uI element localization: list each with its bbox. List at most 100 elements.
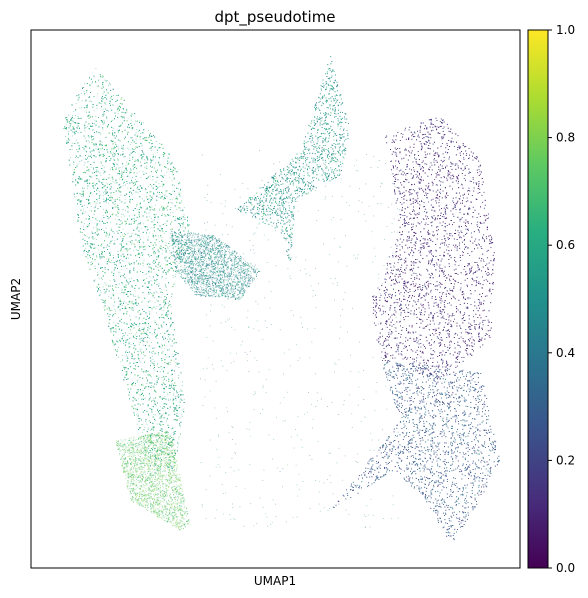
- scatter-point: [124, 215, 126, 217]
- scatter-point: [166, 171, 168, 173]
- scatter-point: [105, 145, 107, 146]
- scatter-point: [156, 312, 157, 314]
- scatter-point: [146, 331, 148, 333]
- scatter-point: [118, 271, 119, 273]
- scatter-point: [150, 158, 151, 160]
- scatter-point: [84, 162, 86, 164]
- scatter-point: [93, 154, 94, 156]
- scatter-point: [155, 400, 157, 402]
- scatter-point: [126, 108, 127, 110]
- scatter-point: [105, 215, 107, 217]
- scatter-point: [171, 180, 173, 182]
- scatter-point: [150, 351, 152, 353]
- scatter-point: [127, 187, 129, 189]
- scatter-point: [159, 261, 161, 263]
- scatter-point: [96, 107, 98, 109]
- scatter-point: [149, 328, 151, 330]
- scatter-point: [142, 223, 144, 225]
- scatter-point: [135, 166, 136, 168]
- scatter-point: [158, 282, 160, 284]
- scatter-point: [103, 79, 105, 81]
- scatter-point: [126, 251, 128, 253]
- scatter-point: [162, 185, 163, 187]
- scatter-point: [180, 389, 182, 391]
- scatter-point: [181, 210, 183, 212]
- scatter-point: [83, 226, 85, 228]
- scatter-point: [155, 414, 157, 416]
- scatter-point: [163, 403, 165, 405]
- scatter-point: [86, 91, 87, 93]
- scatter-point: [151, 333, 153, 335]
- scatter-point: [150, 217, 152, 219]
- scatter-point: [162, 310, 164, 312]
- scatter-point: [132, 193, 134, 195]
- scatter-point: [103, 166, 105, 168]
- scatter-point: [166, 420, 167, 422]
- scatter-point: [156, 335, 158, 337]
- scatter-point: [148, 270, 150, 272]
- scatter-point: [157, 267, 159, 269]
- scatter-point: [84, 150, 86, 152]
- scatter-point: [91, 83, 93, 85]
- scatter-point: [130, 142, 132, 144]
- scatter-points: [63, 56, 500, 541]
- scatter-point: [113, 156, 115, 157]
- scatter-point: [87, 223, 89, 225]
- scatter-point: [77, 199, 79, 200]
- scatter-point: [169, 199, 171, 200]
- scatter-point: [184, 219, 186, 220]
- scatter-point: [95, 174, 97, 176]
- scatter-point: [131, 406, 133, 408]
- scatter-point: [72, 142, 74, 144]
- scatter-point: [103, 172, 104, 174]
- cluster-left-upper-lobe: [63, 68, 190, 471]
- scatter-point: [148, 325, 150, 327]
- scatter-point: [169, 462, 171, 464]
- scatter-point: [119, 108, 121, 110]
- scatter-point: [71, 135, 73, 137]
- scatter-point: [169, 326, 171, 328]
- scatter-point: [86, 235, 88, 237]
- scatter-point: [106, 258, 107, 260]
- scatter-point: [125, 371, 127, 373]
- scatter-point: [148, 232, 150, 234]
- scatter-point: [124, 290, 126, 291]
- scatter-point: [147, 130, 149, 131]
- scatter-point: [168, 249, 170, 251]
- scatter-point: [150, 454, 152, 456]
- scatter-point: [110, 261, 111, 263]
- scatter-point: [79, 107, 81, 109]
- scatter-point: [102, 97, 104, 99]
- scatter-point: [139, 223, 141, 225]
- scatter-point: [157, 324, 159, 326]
- scatter-point: [103, 198, 105, 200]
- scatter-point: [129, 300, 131, 302]
- scatter-point: [129, 338, 130, 340]
- scatter-point: [67, 140, 69, 142]
- scatter-point: [83, 223, 85, 225]
- scatter-point: [171, 428, 173, 430]
- scatter-point: [172, 235, 174, 237]
- scatter-point: [100, 103, 102, 104]
- scatter-point: [116, 230, 118, 232]
- scatter-point: [116, 351, 118, 353]
- scatter-point: [168, 336, 170, 338]
- scatter-point: [141, 198, 143, 200]
- scatter-point: [138, 398, 140, 400]
- scatter-point: [131, 242, 133, 244]
- scatter-point: [108, 315, 109, 317]
- scatter-point: [137, 413, 139, 415]
- scatter-point: [168, 153, 170, 155]
- scatter-point: [146, 212, 148, 214]
- scatter-point: [94, 119, 96, 121]
- scatter-point: [66, 122, 68, 123]
- scatter-point: [176, 396, 178, 397]
- scatter-point: [168, 453, 169, 455]
- scatter-point: [110, 330, 112, 332]
- scatter-point: [120, 322, 122, 323]
- scatter-point: [72, 115, 74, 116]
- scatter-point: [146, 305, 148, 307]
- scatter-point: [139, 138, 141, 140]
- scatter-point: [102, 255, 104, 257]
